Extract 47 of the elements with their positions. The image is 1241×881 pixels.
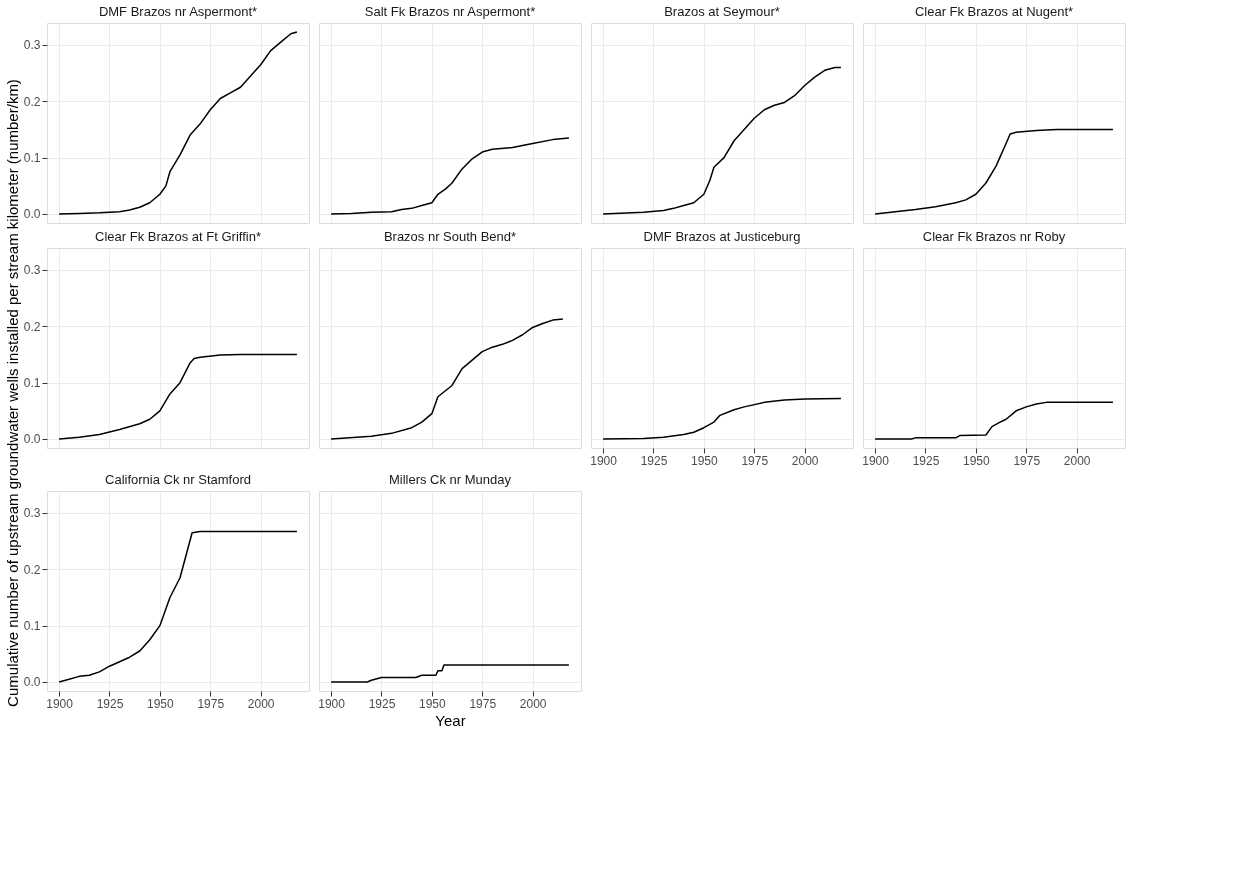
chart-title: DMF Brazos at Justiceburg [643, 229, 801, 244]
x-tick-label: 2000 [519, 696, 547, 711]
x-tick-label: 1975 [197, 696, 225, 711]
x-tick-label: 1900 [46, 696, 74, 711]
line-series [58, 31, 298, 215]
chart-title: Clear Fk Brazos at Ft Griffin* [95, 229, 261, 244]
x-tick-label: 1975 [1013, 453, 1041, 468]
chart-title: Salt Fk Brazos nr Aspermont* [364, 4, 536, 19]
y-tick-label: 0.1 [23, 619, 41, 634]
x-tick-label: 1950 [691, 453, 719, 468]
line-series [58, 353, 298, 440]
y-tick-label: 0.0 [23, 675, 41, 690]
chart-title: California Ck nr Stamford [105, 472, 251, 487]
chart-title: Brazos nr South Bend* [383, 229, 517, 244]
y-tick-label: 0.1 [23, 376, 41, 391]
y-tick-label: 0.1 [23, 151, 41, 166]
y-axis-title: Cumulative number of upstream groundwater wells installed per stream kilometer (number/km) [4, 79, 21, 707]
x-tick-label: 2000 [247, 696, 275, 711]
x-tick-label: 1950 [147, 696, 175, 711]
x-tick-label: 1900 [590, 453, 618, 468]
x-tick-label: 1925 [912, 453, 940, 468]
y-tick-label: 0.3 [23, 506, 41, 521]
x-tick-label: 1975 [469, 696, 497, 711]
y-tick-label: 0.0 [23, 207, 41, 222]
x-tick-label: 1975 [741, 453, 769, 468]
chart-title: DMF Brazos nr Aspermont* [98, 4, 258, 19]
y-tick-label: 0.2 [23, 562, 41, 577]
x-axis-title: Year [435, 711, 466, 729]
x-tick-label: 1900 [318, 696, 346, 711]
chart-title: Brazos at Seymour* [664, 4, 780, 19]
x-tick-label: 1900 [862, 453, 890, 468]
chart-title: Clear Fk Brazos nr Roby [922, 229, 1066, 244]
line-series [58, 530, 298, 683]
x-tick-label: 2000 [1063, 453, 1091, 468]
x-tick-label: 2000 [791, 453, 819, 468]
chart-title: Millers Ck nr Munday [388, 472, 512, 487]
y-tick-label: 0.3 [23, 263, 41, 278]
y-tick-label: 0.3 [23, 38, 41, 53]
x-tick-label: 1925 [96, 696, 124, 711]
x-tick-label: 1925 [368, 696, 396, 711]
y-tick-label: 0.2 [23, 319, 41, 334]
chart-title: Clear Fk Brazos at Nugent* [914, 4, 1074, 19]
y-tick-label: 0.0 [23, 432, 41, 447]
x-tick-label: 1925 [640, 453, 668, 468]
x-tick-label: 1950 [419, 696, 447, 711]
x-tick-label: 1950 [963, 453, 991, 468]
y-tick-label: 0.2 [23, 94, 41, 109]
